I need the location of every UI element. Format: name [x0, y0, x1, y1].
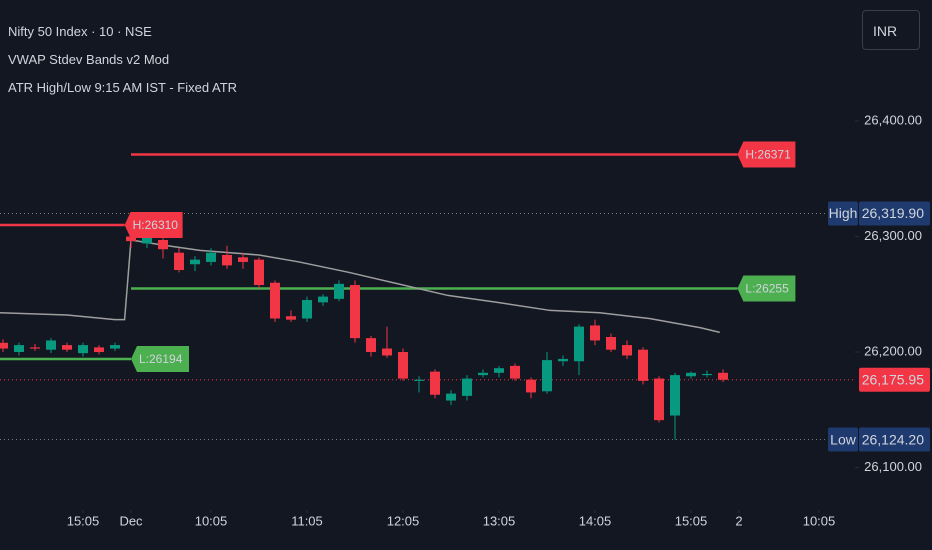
symbol-title: Nifty 50 Index · 10 · NSE: [8, 24, 152, 39]
candle-body: [590, 325, 600, 341]
candle-body: [30, 347, 40, 349]
candle-body: [206, 252, 216, 262]
candle-body: [430, 371, 440, 395]
x-tick-label: 10:05: [803, 513, 836, 528]
candle-body: [366, 338, 376, 353]
candle-body: [126, 236, 136, 242]
candle-body: [158, 239, 168, 250]
y-tick-label: 26,300.00: [864, 228, 922, 243]
x-tick-label: 10:05: [195, 513, 228, 528]
level-tag: [124, 211, 183, 238]
x-tick-label: 15:05: [675, 513, 708, 528]
level-tag: [737, 141, 796, 168]
price-tag-label: 26,319.90: [862, 205, 924, 221]
candle-body: [558, 358, 568, 362]
indicator-label[interactable]: VWAP Stdev Bands v2 Mod: [8, 52, 170, 67]
candle-body: [174, 252, 184, 271]
candle-body: [462, 378, 472, 396]
price-tag-name: Low: [830, 431, 857, 447]
price-tag-name-box: [828, 427, 858, 452]
price-tag: [859, 427, 930, 452]
candle-body: [606, 336, 616, 350]
level-tag-label: H:26371: [745, 148, 791, 162]
candle-body: [302, 300, 312, 319]
candle-body: [510, 365, 520, 379]
candle-body: [142, 236, 152, 244]
candle-body: [702, 373, 712, 376]
candle-body: [622, 345, 632, 356]
candle-body: [478, 372, 488, 376]
level-tag: [131, 345, 189, 372]
candle-body: [238, 257, 248, 262]
candle-body: [446, 393, 456, 401]
candle-body: [190, 259, 200, 265]
candle-body: [0, 342, 8, 349]
level-tag: [737, 275, 796, 302]
candle-body: [686, 372, 696, 377]
candle-body: [542, 360, 552, 392]
x-tick-label: 11:05: [291, 513, 323, 528]
candle-body: [350, 285, 360, 339]
x-tick-label: 13:05: [483, 513, 516, 528]
currency-button[interactable]: INR: [862, 10, 920, 50]
level-tag-label: H:26310: [133, 218, 179, 232]
candle-body: [654, 378, 664, 421]
candle-body: [414, 379, 424, 381]
candle-body: [46, 340, 56, 350]
candle-body: [270, 282, 280, 319]
vwap-line: [0, 239, 720, 334]
level-tag-label: L:26194: [139, 352, 183, 366]
candle-body: [110, 345, 120, 349]
price-tag-name: High: [829, 205, 858, 221]
candle-body: [382, 348, 392, 356]
y-tick-label: 26,400.00: [864, 112, 922, 127]
candle-body: [286, 316, 296, 320]
y-tick-label: 26,100.00: [864, 459, 922, 474]
price-tag: [859, 201, 930, 226]
candle-body: [78, 345, 88, 354]
level-tag-label: L:26255: [745, 282, 789, 296]
candle-body: [398, 352, 408, 379]
candle-body: [494, 368, 504, 373]
candle-body: [222, 255, 232, 266]
price-tag: [859, 367, 930, 392]
candle-body: [574, 326, 584, 362]
candle-body: [526, 379, 536, 393]
candle-body: [94, 347, 104, 353]
candle-body: [62, 345, 72, 350]
x-tick-label: 15:05: [67, 513, 100, 528]
x-tick-label: 12:05: [387, 513, 420, 528]
candle-body: [14, 345, 24, 353]
candle-body: [334, 283, 344, 299]
candle-body: [254, 259, 264, 286]
candle-body: [638, 349, 648, 381]
price-tag-label: 26,124.20: [862, 431, 924, 447]
price-tag-label: 26,175.95: [862, 371, 924, 387]
indicator-label[interactable]: ATR High/Low 9:15 AM IST - Fixed ATR: [8, 80, 238, 95]
x-tick-label: 2: [735, 513, 742, 528]
y-tick-label: 26,200.00: [864, 343, 922, 358]
price-tag-name-box: [828, 201, 858, 226]
candle-body: [718, 372, 728, 380]
x-tick-label: Dec: [119, 513, 143, 528]
x-tick-label: 14:05: [579, 513, 612, 528]
candle-body: [318, 296, 328, 303]
candle-body: [670, 375, 680, 416]
